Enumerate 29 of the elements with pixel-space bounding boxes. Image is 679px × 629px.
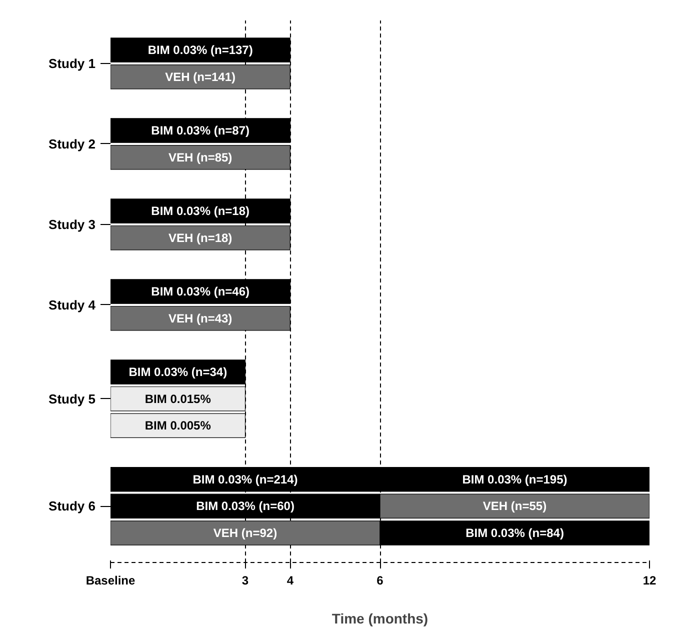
y-tick-label: Study 5	[48, 391, 96, 406]
series-label: BIM 0.03% (n=87)	[151, 124, 250, 138]
series-label: BIM 0.03% (n=137)	[148, 43, 253, 58]
series-label: BIM 0.03% (n=18)	[151, 204, 250, 218]
series-label: VEH (n=55)	[482, 499, 547, 514]
series-label: BIM 0.03% (n=214)	[192, 472, 298, 486]
series-label: VEH (n=85)	[168, 150, 232, 164]
series-label: BIM 0.03% (n=60)	[196, 499, 294, 514]
y-tick-label: Study 3	[48, 216, 96, 232]
series-label: VEH (n=92)	[213, 526, 278, 540]
series-label: BIM 0.015%	[144, 392, 212, 406]
y-tick-label: Study 4	[48, 297, 96, 312]
series-label: VEH (n=141)	[165, 70, 236, 84]
series-label: BIM 0.03% (n=84)	[466, 526, 564, 540]
x-tick-label: 3	[242, 574, 249, 588]
y-tick-label: Study 1	[48, 56, 96, 71]
y-tick-label: Study 6	[48, 498, 96, 514]
series-label: BIM 0.03% (n=195)	[462, 472, 568, 486]
x-tick-label: 6	[376, 574, 384, 588]
series-label: VEH (n=18)	[168, 230, 232, 245]
series-label: BIM 0.03% (n=34)	[128, 364, 228, 379]
x-tick-label: 4	[286, 574, 294, 588]
y-tick-label: Study 2	[48, 136, 96, 152]
x-axis-title: Time (months)	[332, 610, 428, 626]
x-tick-label: 12	[642, 574, 656, 588]
series-label: BIM 0.03% (n=46)	[151, 284, 250, 298]
series-label: VEH (n=43)	[168, 311, 232, 326]
series-label: BIM 0.005%	[144, 418, 212, 433]
x-tick-label: Baseline	[86, 574, 136, 588]
